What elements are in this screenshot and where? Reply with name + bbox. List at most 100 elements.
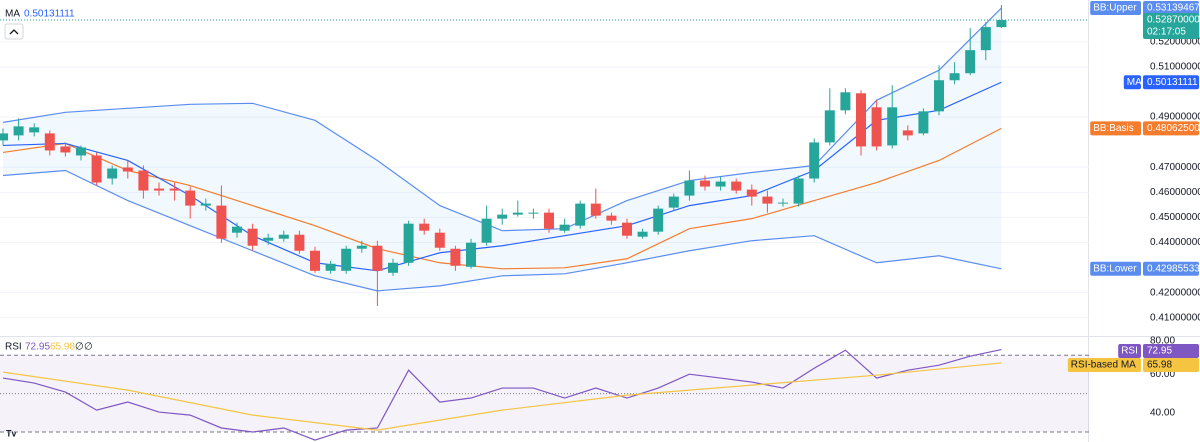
axis-label-box [1143, 358, 1199, 372]
candle-body [450, 248, 461, 266]
candle-body [918, 111, 929, 134]
axis-label-name-box [1090, 1, 1141, 16]
axis-label-box [1143, 344, 1199, 358]
candle-body [138, 170, 149, 191]
candle-body [481, 218, 492, 243]
candle-body [622, 222, 632, 236]
rsi-line [2, 362, 1002, 431]
tv-logo: ᵀᵛ [6, 427, 17, 442]
candle-body [341, 248, 352, 271]
y-tick-label: 0.46000000 [1150, 187, 1200, 198]
candle-body [13, 126, 24, 136]
candle-body [544, 212, 554, 229]
axis-label-value: 0.42985533 [1147, 263, 1200, 274]
axis-label-box [1143, 261, 1199, 276]
candle-body [746, 189, 757, 197]
y-tick-label: 0.42000000 [1150, 287, 1200, 298]
rsi-legend-value: ∅ [84, 342, 93, 353]
rsi-legend-name: RSI [5, 342, 22, 353]
candle-body [0, 133, 8, 141]
candle-body [278, 234, 289, 239]
candle-body [200, 203, 211, 206]
axis-label-box [1143, 75, 1199, 90]
candle-body [216, 205, 227, 239]
candle-body [949, 73, 960, 81]
y-tick-label: 0.51000000 [1150, 62, 1200, 73]
candle-body [559, 224, 570, 231]
candle-body [528, 212, 539, 214]
candle-body [512, 212, 523, 215]
axis-label-name: BB:Lower [1093, 263, 1137, 274]
candle-body [637, 231, 648, 237]
candle-body [107, 168, 118, 179]
collapse-button[interactable] [4, 23, 24, 40]
candle-body [403, 223, 414, 263]
axis-label-box [1143, 1, 1199, 16]
axis-label-name-box [1118, 344, 1141, 358]
axis-label-box [1143, 121, 1199, 136]
axis-label-name-box [1090, 121, 1141, 136]
candle-body [715, 181, 726, 187]
candle-body [840, 92, 851, 111]
axis-label-name: RSI-based MA [1071, 360, 1136, 371]
candle-body [856, 93, 866, 147]
candle-body [980, 27, 991, 51]
candle-body [575, 203, 586, 226]
candle-body [668, 196, 679, 208]
overlay-line [2, 127, 1002, 270]
y-tick-label: 0.52000000 [1150, 37, 1200, 48]
candle-body [793, 178, 804, 204]
candle-body [762, 196, 773, 204]
price-label: 0.52870000 [1147, 15, 1200, 26]
legend-name: MA [5, 9, 20, 20]
candle-body [185, 190, 196, 206]
candle-body [76, 147, 86, 156]
axis-label-value: 0.48062500 [1147, 123, 1200, 134]
candle-body [902, 130, 913, 136]
candle-body [356, 245, 367, 249]
candle-body [263, 237, 274, 241]
candle-body [700, 180, 710, 187]
y-tick-label: 0.41000000 [1150, 312, 1200, 323]
candle-body [419, 223, 430, 231]
y-tick-label: 0.47000000 [1150, 162, 1200, 173]
candle-body [466, 242, 476, 267]
y-tick-label: 60.00 [1150, 369, 1175, 380]
y-tick-label: 80.00 [1150, 336, 1175, 347]
candle-body [965, 50, 976, 74]
candle-body [996, 20, 1007, 28]
candle-body [871, 107, 882, 147]
candle-body [60, 146, 71, 153]
svg-text:ᵀᵛ: ᵀᵛ [6, 427, 17, 442]
axis-label-name: RSI [1121, 346, 1138, 357]
candle-body [684, 180, 695, 196]
axis-label-value: 0.53139467 [1147, 3, 1200, 14]
candle-body [169, 188, 180, 191]
y-tick-label: 0.44000000 [1150, 237, 1200, 248]
rsi-legend-value: 72.95 [25, 342, 50, 353]
candle-body [154, 188, 164, 191]
legend-value: 0.50131111 [24, 9, 75, 20]
candle-body [434, 232, 445, 248]
axis-label-value: 72.95 [1147, 346, 1172, 357]
candle-body [372, 245, 383, 271]
overlay-line [2, 7, 1002, 232]
candle-body [310, 250, 320, 271]
candle-body [731, 181, 742, 191]
axis-label-name: BB:Basis [1093, 123, 1134, 134]
candle-body [606, 215, 617, 221]
axis-label-name-box [1123, 75, 1141, 90]
countdown: 02:17:05 [1147, 27, 1186, 38]
axis-label-name: MA [1127, 77, 1142, 88]
axis-label-value: 65.98 [1147, 360, 1172, 371]
candle-body [122, 167, 133, 172]
candle-body [653, 208, 664, 232]
overlay-line [2, 81, 1002, 272]
overlay-line [2, 169, 1002, 292]
price-label-box [1143, 13, 1199, 40]
candle-body [497, 214, 508, 219]
axis-label-name-box [1067, 358, 1141, 372]
candle-body [232, 226, 242, 233]
